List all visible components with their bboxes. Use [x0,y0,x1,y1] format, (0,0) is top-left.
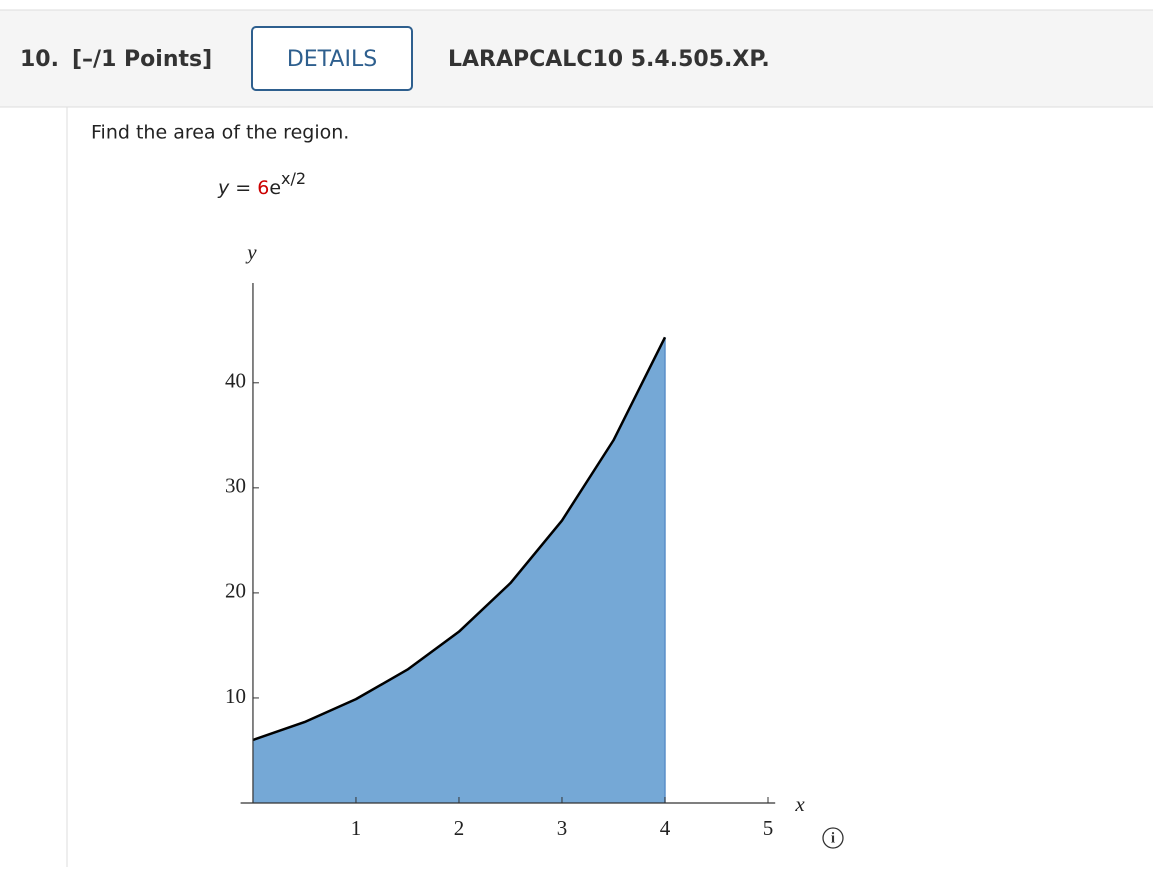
curve [252,336,667,742]
y-tick-label: 10 [225,684,246,708]
x-tick-label: 1 [351,816,362,840]
equation-base: e [269,177,281,199]
equation: y = 6ex/2 [217,169,306,199]
chart: 1 2 3 4 5 10 20 30 40 x y [225,240,805,840]
equation-coefficient: 6 [257,177,269,199]
details-button[interactable] [251,26,413,91]
x-tick-label: 3 [557,816,568,840]
info-icon-glyph[interactable]: i [831,830,835,846]
y-axis-label: y [245,240,257,264]
x-tick-label: 2 [454,816,465,840]
details-label[interactable]: DETAILS [287,47,377,72]
x-tick-label: 5 [763,816,774,840]
problem-code: LARAPCALC10 5.4.505.XP. [448,47,770,72]
header-bar [0,10,1153,107]
area-fill [252,337,665,803]
y-tick-label: 20 [225,579,246,603]
x-axis-label: x [794,792,805,816]
equation-lhs: y = [217,177,251,199]
points: [–/1 Points] [72,47,212,72]
y-tick-label: 40 [225,369,246,393]
question-number: 10. [20,47,59,72]
info-icon[interactable] [822,827,844,849]
question-text: Find the area of the region. [91,122,349,144]
x-tick-label: 4 [660,816,671,840]
y-tick-label: 30 [225,474,246,498]
equation-exponent: x/2 [281,169,306,188]
